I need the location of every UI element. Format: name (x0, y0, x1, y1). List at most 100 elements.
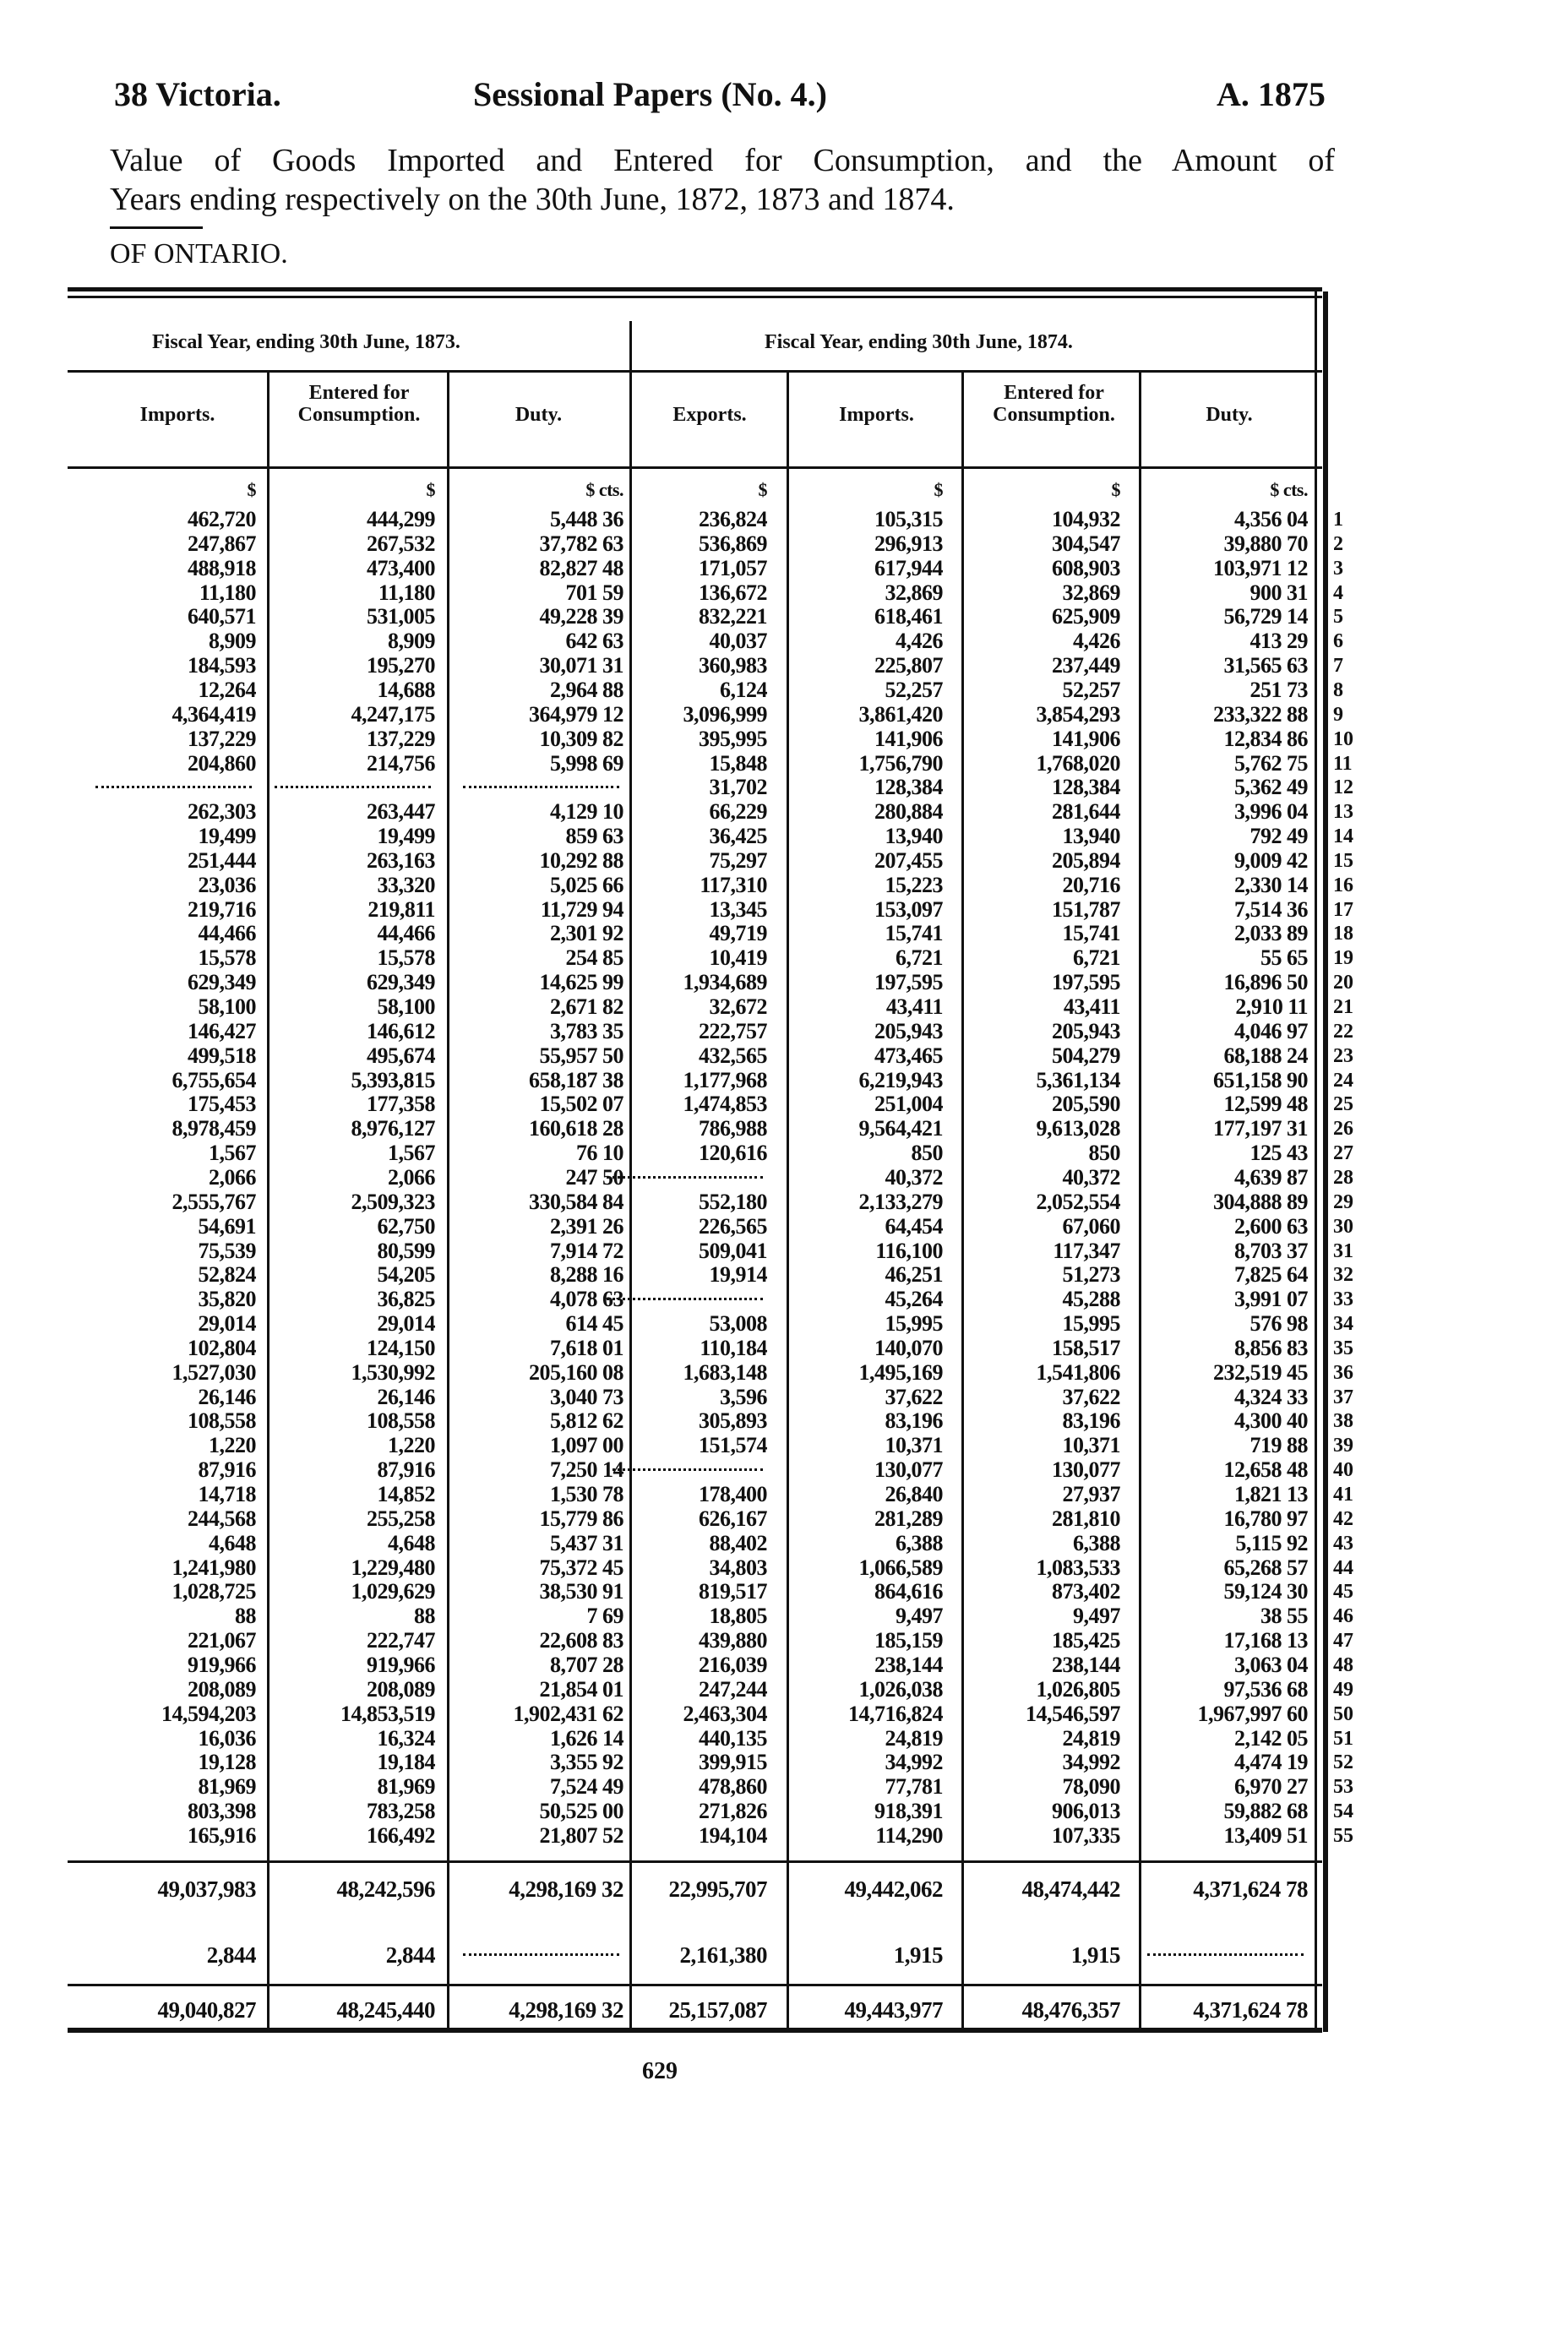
total-duty-1873 (463, 1943, 619, 1956)
entered-1873-cell: 137,229 (367, 727, 436, 751)
row-number: 55 (1333, 1825, 1353, 1847)
row-number: 49 (1333, 1679, 1353, 1701)
duty-1873-cell: 7,914 72 (550, 1239, 624, 1263)
exports-1874-cell: 432,565 (699, 1043, 768, 1068)
entered-1874-cell: 27,937 (1062, 1482, 1121, 1506)
imports-1874-cell: 24,819 (885, 1726, 944, 1751)
duty-1874-cell: 792 49 (1250, 824, 1309, 848)
row-number: 30 (1333, 1216, 1353, 1238)
entered-1874-cell: 608,903 (1052, 556, 1121, 580)
entered-1873-cell: 444,299 (367, 507, 436, 531)
column-divider (787, 372, 789, 2032)
exports-1874-cell: 439,880 (699, 1628, 768, 1653)
entered-1874-cell: 67,060 (1062, 1214, 1121, 1239)
duty-1874-cell: 5,362 49 (1234, 775, 1309, 799)
exports-1874-cell: 216,039 (699, 1653, 768, 1677)
duty-1874-cell: 304,888 89 (1213, 1190, 1309, 1214)
entered-1874-cell: 10,371 (1062, 1433, 1121, 1457)
grand-total-duty-1873: 4,298,169 32 (509, 1997, 623, 2023)
entered-1874-cell: 205,590 (1052, 1092, 1121, 1116)
duty-1873-cell: 4,129 10 (550, 799, 624, 824)
row-number: 7 (1333, 655, 1343, 677)
imports-1873-cell: 88 (235, 1604, 257, 1628)
exports-1874-cell: 15,848 (709, 751, 768, 776)
unit-label: $ cts. (1270, 479, 1308, 500)
entered-1873-cell: 783,258 (367, 1799, 436, 1823)
entered-1873-cell: 33,320 (377, 873, 436, 897)
imports-1874-cell: 4,426 (896, 629, 944, 653)
imports-1873-cell: 462,720 (188, 507, 257, 531)
imports-1874-cell: 618,461 (874, 604, 944, 629)
duty-1873-cell: 254 85 (565, 945, 624, 970)
entered-1874-cell: 205,894 (1052, 848, 1121, 873)
duty-1874-cell: 4,474 19 (1234, 1750, 1309, 1774)
row-number: 18 (1333, 923, 1353, 945)
imports-1873-cell: 19,499 (198, 824, 257, 848)
duty-1873-cell: 11,729 94 (540, 897, 624, 922)
row-number: 19 (1333, 947, 1353, 969)
duty-1873-cell: 10,309 82 (539, 727, 624, 751)
entered-1873-cell: 14,688 (377, 678, 436, 702)
column-divider (447, 372, 449, 2032)
exports-1874-cell: 509,041 (699, 1239, 768, 1263)
exports-1874-cell: 53,008 (709, 1311, 768, 1336)
entered-1874-cell: 107,335 (1052, 1823, 1121, 1848)
total-imports-1873: 2,844 (206, 1942, 257, 1968)
imports-1873-cell: 165,916 (188, 1823, 257, 1848)
imports-1873-cell: 629,349 (188, 970, 257, 994)
exports-1874-cell: 626,167 (699, 1506, 768, 1531)
exports-1874-cell: 305,893 (699, 1408, 768, 1433)
entered-1873-cell: 26,146 (377, 1385, 436, 1409)
duty-1874-cell: 38 55 (1260, 1604, 1309, 1628)
duty-1873-cell: 3,355 92 (550, 1750, 624, 1774)
entered-1873-cell: 16,324 (377, 1726, 436, 1751)
imports-1874-cell: 114,290 (875, 1823, 943, 1848)
entered-1874-cell: 9,613,028 (1036, 1116, 1121, 1141)
duty-1874-cell: 4,639 87 (1234, 1165, 1309, 1190)
imports-1873-cell: 11,180 (199, 580, 257, 605)
imports-1874-cell: 280,884 (874, 799, 944, 824)
imports-1874-cell: 9,564,421 (858, 1116, 944, 1141)
entered-1874-cell: 78,090 (1062, 1774, 1121, 1799)
exports-1874-cell: 247,244 (699, 1677, 768, 1702)
entered-1873-cell: 8,909 (388, 629, 436, 653)
duty-1873-cell: 5,448 36 (550, 507, 624, 531)
imports-1873-cell: 14,718 (198, 1482, 257, 1506)
duty-1873-cell: 7 69 (586, 1604, 624, 1628)
imports-1874-cell: 850 (911, 1141, 944, 1165)
row-number: 26 (1333, 1118, 1353, 1140)
duty-1874-cell: 97,536 68 (1223, 1677, 1309, 1702)
duty-1874-cell: 56,729 14 (1223, 604, 1309, 629)
entered-1874-cell: 24,819 (1062, 1726, 1121, 1751)
imports-1874-cell: 6,219,943 (858, 1068, 944, 1092)
imports-1873-cell: 2,066 (209, 1165, 257, 1190)
duty-1874-cell: 5,762 75 (1234, 751, 1309, 776)
exports-1874-cell: 66,229 (709, 799, 768, 824)
duty-1874-cell: 12,658 48 (1223, 1457, 1309, 1482)
row-number: 33 (1333, 1288, 1353, 1310)
total-imports-1873: 49,037,983 (157, 1876, 257, 1902)
duty-1874-cell: 2,142 05 (1234, 1726, 1309, 1751)
table-top-rule-2 (68, 296, 1322, 298)
exports-1874-cell: 1,474,853 (683, 1092, 768, 1116)
duty-1873-cell: 7,618 01 (550, 1336, 624, 1360)
exports-1874-cell: 395,995 (699, 727, 768, 751)
column-header-imports-1873: Imports. (139, 404, 215, 426)
imports-1874-cell: 37,622 (885, 1385, 944, 1409)
duty-1874-cell: 55 65 (1260, 945, 1309, 970)
duty-1874-cell: 576 98 (1250, 1311, 1309, 1336)
row-number: 31 (1333, 1240, 1353, 1262)
imports-1874-cell: 1,756,790 (858, 751, 944, 776)
entered-1873-cell: 124,150 (367, 1336, 436, 1360)
imports-1874-cell: 45,264 (885, 1287, 944, 1311)
exports-1874-cell: 49,719 (709, 921, 768, 945)
exports-1874-cell: 832,221 (699, 604, 768, 629)
column-header-exports-1874: Exports. (672, 404, 747, 426)
imports-1873-cell: 102,804 (188, 1336, 257, 1360)
fiscal-year-1874-header: Fiscal Year, ending 30th June, 1874. (765, 331, 1073, 353)
duty-1874-cell: 103,971 12 (1213, 556, 1309, 580)
entered-1874-cell: 52,257 (1062, 678, 1121, 702)
column-header-imports-1874: Imports. (839, 404, 914, 426)
duty-1873-cell: 2,964 88 (550, 678, 624, 702)
imports-1873-cell: 146,427 (188, 1019, 257, 1043)
